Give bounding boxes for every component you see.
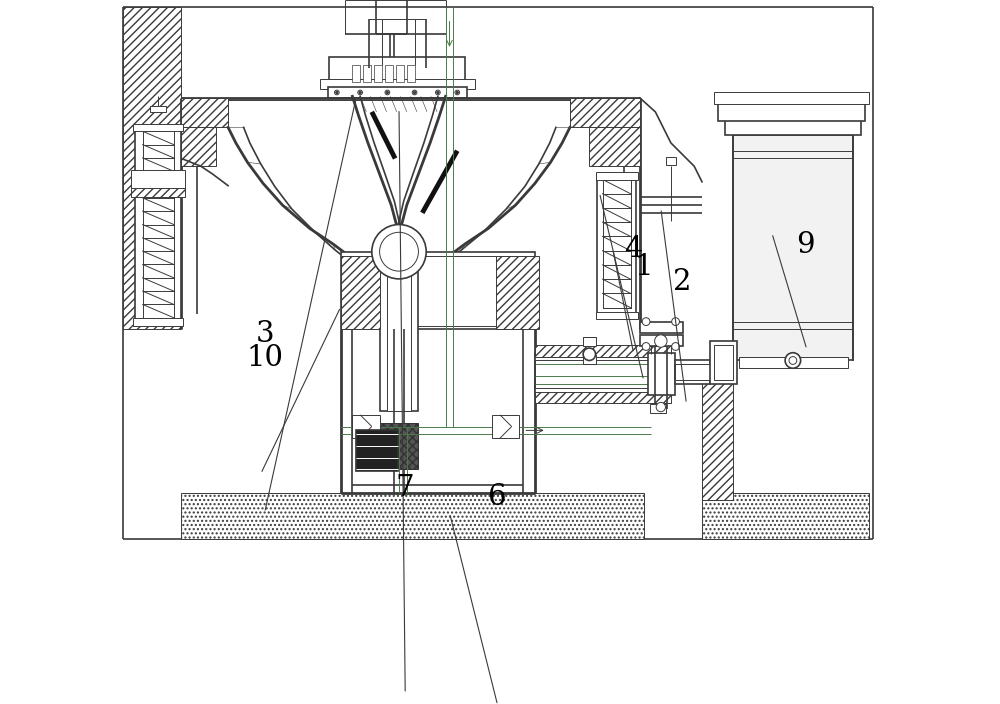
Bar bbox=[535, 345, 671, 357]
Text: 7: 7 bbox=[396, 474, 415, 503]
Bar bbox=[640, 322, 683, 333]
Text: 10: 10 bbox=[246, 344, 283, 372]
Bar bbox=[341, 252, 535, 329]
Bar bbox=[133, 123, 183, 131]
Circle shape bbox=[385, 90, 390, 95]
Bar bbox=[320, 80, 475, 89]
Bar bbox=[356, 430, 398, 471]
Bar bbox=[329, 58, 465, 84]
Bar bbox=[603, 180, 631, 308]
Bar bbox=[702, 360, 733, 501]
Bar bbox=[131, 170, 185, 194]
Bar bbox=[666, 157, 676, 165]
Bar bbox=[714, 345, 733, 380]
Bar bbox=[648, 353, 675, 396]
Circle shape bbox=[335, 90, 339, 95]
Bar bbox=[496, 256, 539, 329]
Bar bbox=[363, 65, 371, 82]
Bar bbox=[181, 98, 228, 127]
Circle shape bbox=[437, 92, 439, 94]
Bar bbox=[374, 65, 382, 82]
Bar bbox=[143, 131, 174, 318]
Circle shape bbox=[455, 90, 460, 95]
Circle shape bbox=[656, 334, 665, 344]
Bar bbox=[650, 337, 666, 346]
Bar bbox=[387, 248, 411, 411]
Bar bbox=[596, 172, 638, 180]
Text: 6: 6 bbox=[488, 483, 507, 510]
Bar bbox=[328, 87, 467, 98]
Bar bbox=[675, 365, 710, 380]
Bar bbox=[535, 360, 671, 388]
Bar bbox=[396, 65, 404, 82]
Circle shape bbox=[789, 357, 797, 365]
Bar bbox=[150, 106, 166, 112]
Circle shape bbox=[359, 92, 361, 94]
Bar bbox=[583, 337, 596, 346]
Circle shape bbox=[372, 225, 426, 279]
Bar bbox=[725, 120, 861, 135]
Bar bbox=[718, 102, 865, 121]
Text: 2: 2 bbox=[673, 268, 692, 296]
Bar bbox=[181, 127, 216, 166]
Bar bbox=[123, 7, 181, 329]
Bar bbox=[597, 174, 636, 314]
Bar bbox=[135, 127, 181, 322]
Bar bbox=[349, 256, 527, 325]
Circle shape bbox=[412, 90, 417, 95]
Circle shape bbox=[672, 343, 679, 351]
Circle shape bbox=[436, 90, 440, 95]
Circle shape bbox=[672, 318, 679, 325]
Bar bbox=[380, 248, 418, 411]
Bar bbox=[133, 318, 183, 325]
Circle shape bbox=[358, 90, 362, 95]
Bar bbox=[650, 404, 666, 413]
Circle shape bbox=[642, 343, 650, 351]
Text: 3: 3 bbox=[255, 320, 274, 348]
Bar bbox=[640, 335, 683, 346]
Circle shape bbox=[336, 92, 338, 94]
Bar bbox=[352, 65, 360, 82]
Bar bbox=[589, 127, 640, 166]
Bar bbox=[583, 355, 596, 365]
Text: 4: 4 bbox=[624, 235, 643, 263]
Bar bbox=[675, 360, 710, 384]
Bar bbox=[596, 312, 638, 320]
Bar bbox=[407, 65, 415, 82]
Circle shape bbox=[583, 348, 596, 360]
Bar bbox=[181, 493, 644, 539]
Bar bbox=[352, 415, 380, 438]
Text: 1: 1 bbox=[634, 253, 653, 281]
Circle shape bbox=[456, 92, 458, 94]
Bar bbox=[733, 135, 853, 360]
Bar bbox=[739, 357, 848, 368]
Bar bbox=[535, 353, 671, 396]
Bar bbox=[492, 415, 519, 438]
Text: 9: 9 bbox=[796, 231, 815, 259]
Circle shape bbox=[785, 353, 801, 368]
Bar bbox=[360, 422, 418, 470]
Circle shape bbox=[380, 232, 418, 271]
Bar bbox=[710, 341, 737, 384]
Bar bbox=[131, 188, 185, 197]
Bar bbox=[535, 391, 671, 403]
Circle shape bbox=[655, 335, 667, 347]
Circle shape bbox=[413, 92, 416, 94]
Bar bbox=[385, 65, 393, 82]
Circle shape bbox=[656, 403, 665, 412]
Bar bbox=[702, 493, 869, 539]
Circle shape bbox=[642, 318, 650, 325]
Circle shape bbox=[386, 92, 389, 94]
Bar bbox=[714, 92, 869, 104]
Bar bbox=[570, 98, 640, 127]
Bar bbox=[341, 256, 380, 329]
